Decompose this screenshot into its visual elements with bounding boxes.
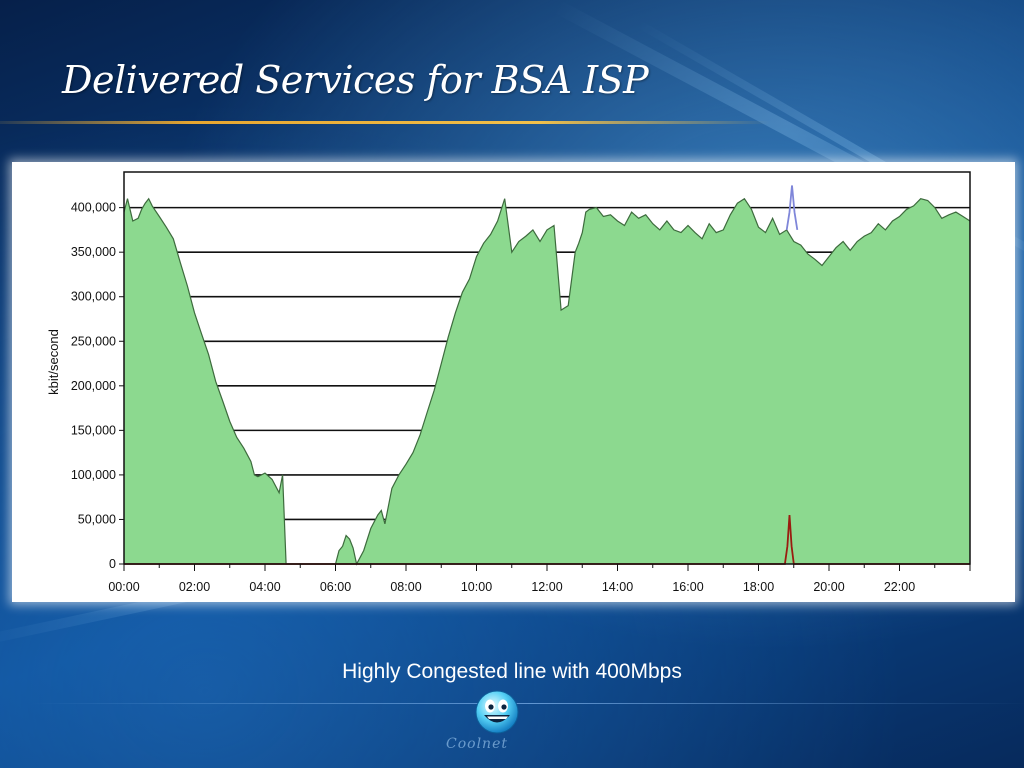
traffic-area-outline [123,197,971,566]
coolnet-watermark: Coolnet [446,736,508,752]
traffic-area-fill [124,198,970,564]
y-tick-label: 200,000 [71,379,116,393]
bottom-divider [30,703,1024,704]
x-tick-label: 04:00 [249,580,280,594]
x-tick-label: 06:00 [320,580,351,594]
y-tick-label: 100,000 [71,468,116,482]
y-axis-label: kbit/second [46,329,61,395]
x-tick-label: 00:00 [108,580,139,594]
x-tick-label: 20:00 [813,580,844,594]
tick-labels: 0 50,000 100,000 150,000 200,000 250,000 300,0… [71,201,915,594]
y-tick-label: 0 [109,557,116,571]
slide-caption: Highly Congested line with 400Mbps [342,660,682,683]
y-tick-label: 400,000 [71,201,116,215]
x-tick-label: 22:00 [884,580,915,594]
y-tick-label: 50,000 [78,512,116,526]
x-tick-label: 16:00 [672,580,703,594]
y-tick-label: 250,000 [71,334,116,348]
title-underline [0,121,770,124]
smiley-logo-icon [470,690,530,740]
plot-area [123,185,971,566]
x-tick-label: 10:00 [461,580,492,594]
y-tick-label: 350,000 [71,245,116,259]
traffic-area-chart: 0 50,000 100,000 150,000 200,000 250,000 300,0… [46,171,971,594]
x-tick-label: 14:00 [602,580,633,594]
slide-title: Delivered Services for BSA ISP [62,58,649,102]
x-tick-label: 08:00 [390,580,421,594]
axes [119,171,971,571]
blue-spike-line [785,185,799,231]
x-tick-label: 18:00 [743,580,774,594]
y-tick-label: 150,000 [71,423,116,437]
x-tick-label: 12:00 [531,580,562,594]
x-tick-label: 02:00 [179,580,210,594]
y-tick-label: 300,000 [71,290,116,304]
chart-panel: 0 50,000 100,000 150,000 200,000 250,000 300,0… [12,162,1015,602]
